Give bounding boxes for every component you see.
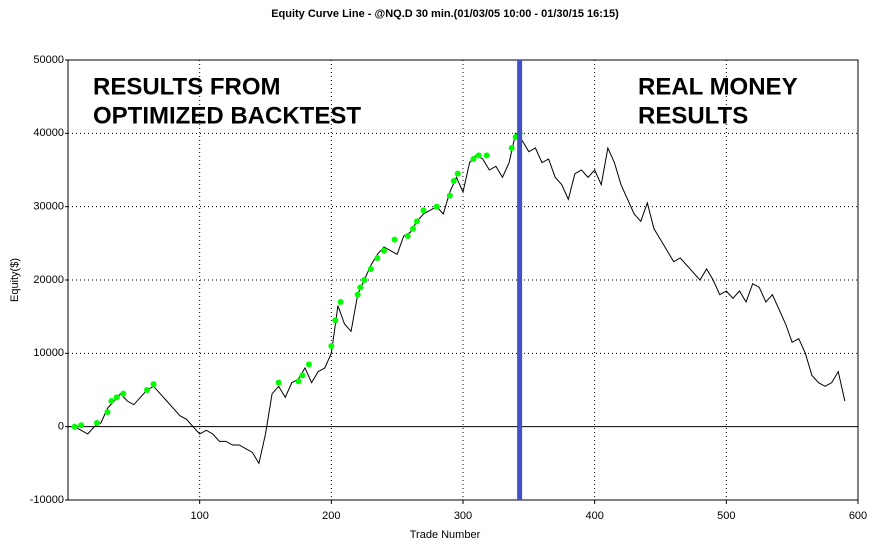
high-marker [454, 170, 461, 177]
x-axis-label: Trade Number [410, 529, 481, 541]
high-marker [299, 372, 306, 379]
y-tick-label: 20000 [33, 274, 64, 286]
x-tick-label: 600 [849, 510, 867, 522]
annotation: REAL MONEY [638, 73, 798, 100]
high-marker [108, 398, 115, 404]
high-marker [433, 203, 440, 210]
high-marker [381, 247, 387, 254]
high-marker [305, 361, 312, 368]
high-marker [470, 156, 477, 162]
high-marker [483, 152, 490, 159]
high-marker [328, 343, 335, 349]
y-tick-label: 40000 [33, 127, 64, 139]
high-marker [71, 423, 78, 430]
high-marker [450, 178, 457, 184]
equity-line [68, 132, 846, 465]
high-marker [361, 277, 368, 283]
high-marker [104, 409, 111, 415]
high-marker [367, 266, 374, 272]
y-tick-label: 10000 [33, 347, 64, 359]
x-tick-label: 100 [190, 510, 208, 522]
high-marker [150, 381, 157, 388]
high-marker [354, 291, 361, 298]
x-tick-label: 300 [454, 510, 472, 522]
high-marker [78, 422, 85, 429]
high-marker [357, 284, 364, 291]
annotation: RESULTS [638, 102, 748, 129]
high-marker [475, 152, 482, 159]
annotation: OPTIMIZED BACKTEST [93, 102, 361, 129]
high-marker [374, 255, 381, 261]
high-marker [144, 387, 150, 393]
high-marker [332, 317, 339, 324]
high-marker [508, 145, 515, 151]
high-marker [337, 299, 344, 305]
high-marker [275, 379, 282, 386]
y-tick-label: 30000 [33, 201, 64, 213]
high-marker [404, 233, 411, 239]
y-axis-label: Equity($) [9, 258, 21, 302]
high-marker [120, 390, 127, 397]
y-tick-label: 0 [58, 421, 64, 433]
y-tick-label: 50000 [33, 54, 64, 66]
y-tick-label: -10000 [30, 494, 64, 506]
x-tick-label: 400 [585, 510, 603, 522]
high-marker [295, 378, 302, 385]
high-marker [446, 192, 453, 199]
x-tick-label: 200 [322, 510, 340, 522]
chart-title: Equity Curve Line - @NQ.D 30 min.(01/03/… [271, 8, 619, 20]
annotation: RESULTS FROM [93, 73, 281, 100]
high-marker [409, 225, 416, 232]
high-marker [413, 218, 420, 225]
high-marker [391, 236, 398, 243]
high-marker [93, 420, 100, 426]
x-tick-label: 500 [717, 510, 735, 522]
high-marker [420, 207, 427, 214]
high-marker [113, 394, 120, 401]
